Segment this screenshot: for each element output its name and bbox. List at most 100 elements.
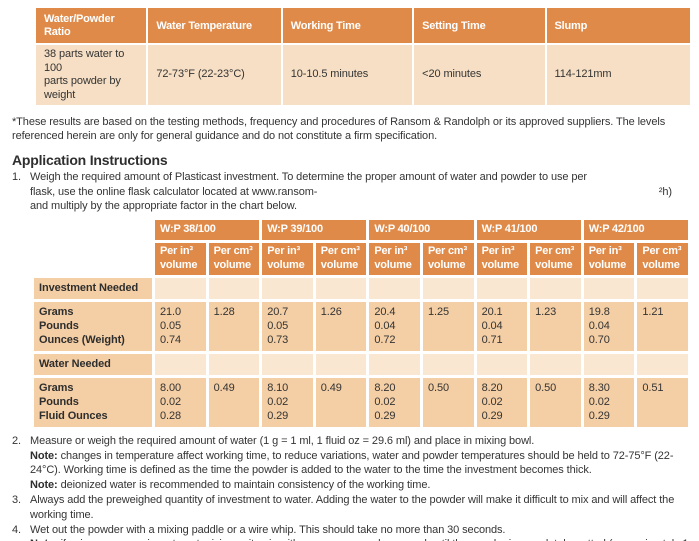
table-cell: 0.49 [315, 377, 367, 428]
step1-line2: flask, use the online flask calculator l… [30, 185, 692, 199]
empty-cell [369, 354, 420, 375]
table-cell: 20.4 0.04 0.72 [369, 301, 420, 352]
instruction-step-2: 2. Measure or weigh the required amount … [12, 434, 692, 492]
step-text: Wet out the powder with a mixing paddle … [30, 523, 692, 541]
unit-header-cm3: Per cm³ volume [530, 243, 581, 276]
unit-header-in3: Per in³ volume [476, 243, 528, 276]
wp-header-40: W:P 40/100 [369, 220, 474, 241]
empty-cell [422, 354, 474, 375]
spec-value-temperature: 72-73°F (22-23°C) [148, 45, 281, 105]
wp-header-41: W:P 41/100 [476, 220, 581, 241]
table-cell: 0.50 [422, 377, 474, 428]
empty-corner-cell [34, 220, 152, 240]
empty-cell [583, 278, 635, 299]
table-cell: 20.7 0.05 0.73 [262, 301, 313, 352]
table-cell: 0.50 [530, 377, 581, 428]
unit-header-cm3: Per cm³ volume [208, 243, 260, 276]
wp-header-row: W:P 38/100 W:P 39/100 W:P 40/100 W:P 41/… [34, 220, 688, 241]
empty-cell [583, 354, 635, 375]
row-label: Grams Pounds Ounces (Weight) [34, 301, 152, 352]
unit-header-cm3: Per cm³ volume [315, 243, 367, 276]
spec-table: Water/Powder Ratio Water Temperature Wor… [34, 6, 692, 107]
empty-cell [422, 278, 474, 299]
wp-factor-table: W:P 38/100 W:P 39/100 W:P 40/100 W:P 41/… [31, 217, 691, 430]
spec-value-working-time: 10-10.5 minutes [282, 45, 413, 105]
step-text: Weigh the required amount of Plasticast … [30, 170, 692, 213]
spec-value-slump: 114-121mm [546, 45, 690, 105]
table-cell: 1.26 [315, 301, 367, 352]
spec-header-row: Water/Powder Ratio Water Temperature Wor… [36, 8, 690, 43]
step-number: 3. [12, 494, 21, 507]
step1-line2-left: flask, use the online flask calculator l… [30, 185, 318, 198]
empty-cell [530, 278, 581, 299]
unit-header-cm3: Per cm³ volume [422, 243, 474, 276]
note-label: Note: [30, 538, 58, 541]
page-title: Application Instructions [12, 151, 168, 168]
table-cell: 19.8 0.04 0.70 [583, 301, 635, 352]
step-number: 2. [12, 435, 21, 448]
empty-cell [637, 278, 688, 299]
spec-value-ratio: 38 parts water to 100 parts powder by we… [36, 45, 147, 105]
disclaimer-text: *These results are based on the testing … [12, 116, 666, 143]
step4-text: Wet out the powder with a mixing paddle … [30, 523, 506, 536]
step1-line3: and multiply by the appropriate factor i… [30, 200, 297, 213]
unit-header-in3: Per in³ volume [369, 243, 420, 276]
empty-cell [637, 354, 688, 375]
step-text: Always add the preweighed quantity of in… [30, 493, 692, 522]
note-text: if using a vacuum investment mixing unit… [30, 538, 689, 541]
empty-cell [155, 354, 206, 375]
empty-cell [155, 278, 206, 299]
step2-text: Measure or weigh the required amount of … [30, 435, 535, 448]
table-cell: 21.0 0.05 0.74 [155, 301, 206, 352]
step3-text: Always add the preweighed quantity of in… [30, 494, 675, 521]
spec-header-slump: Slump [546, 8, 690, 43]
instruction-step-4: 4. Wet out the powder with a mixing padd… [12, 523, 692, 541]
section-title: Water Needed [34, 354, 152, 375]
step4-note: Note: if using a vacuum investment mixin… [30, 537, 692, 541]
unit-header-row: Per in³ volume Per cm³ volume Per in³ vo… [34, 243, 688, 276]
empty-cell [315, 278, 367, 299]
spec-header-water-temperature: Water Temperature [148, 8, 281, 43]
empty-cell [369, 278, 420, 299]
empty-cell [476, 354, 528, 375]
section-row-investment: Investment Needed [34, 278, 688, 299]
wp-header-38: W:P 38/100 [155, 220, 260, 241]
step-text: Measure or weigh the required amount of … [30, 434, 692, 492]
table-cell: 0.51 [637, 377, 688, 428]
spec-header-working-time: Working Time [282, 8, 413, 43]
note-text: changes in temperature affect working ti… [30, 449, 674, 477]
empty-cell [315, 354, 367, 375]
instructions-list: 1. Weigh the required amount of Plastica… [12, 170, 692, 541]
step1-line2-fragment: ²h) [658, 185, 672, 198]
section-title: Investment Needed [34, 278, 152, 299]
spec-header-setting-time: Setting Time [414, 8, 545, 43]
table-cell: 1.21 [637, 301, 688, 352]
table-cell: 1.23 [530, 301, 581, 352]
spec-value-row: 38 parts water to 100 parts powder by we… [36, 45, 690, 105]
unit-header-cm3: Per cm³ volume [637, 243, 688, 276]
table-cell: 8.00 0.02 0.28 [155, 377, 206, 428]
step-number: 4. [12, 523, 21, 536]
unit-header-in3: Per in³ volume [583, 243, 635, 276]
unit-header-in3: Per in³ volume [262, 243, 313, 276]
step2-note-2: Note: deionized water is recommended to … [30, 478, 692, 492]
spec-value-setting-time: <20 minutes [414, 45, 545, 105]
unit-header-in3: Per in³ volume [155, 243, 206, 276]
note-text: deionized water is recommended to mainta… [57, 478, 431, 491]
table-cell: 1.25 [422, 301, 474, 352]
wp-header-39: W:P 39/100 [262, 220, 367, 241]
table-cell: 8.20 0.02 0.29 [476, 377, 528, 428]
table-cell: 20.1 0.04 0.71 [476, 301, 528, 352]
table-cell: 8.20 0.02 0.29 [369, 377, 420, 428]
table-cell: 8.10 0.02 0.29 [262, 377, 313, 428]
step-number: 1. [12, 171, 21, 184]
empty-cell [208, 278, 260, 299]
step1-line1: Weigh the required amount of Plasticast … [30, 171, 587, 184]
empty-cell [208, 354, 260, 375]
instruction-step-1: 1. Weigh the required amount of Plastica… [12, 170, 692, 213]
empty-corner-cell [34, 243, 152, 275]
section-row-water: Water Needed [34, 354, 688, 375]
table-cell: 0.49 [208, 377, 260, 428]
step2-note-1: Note: changes in temperature affect work… [30, 449, 692, 478]
